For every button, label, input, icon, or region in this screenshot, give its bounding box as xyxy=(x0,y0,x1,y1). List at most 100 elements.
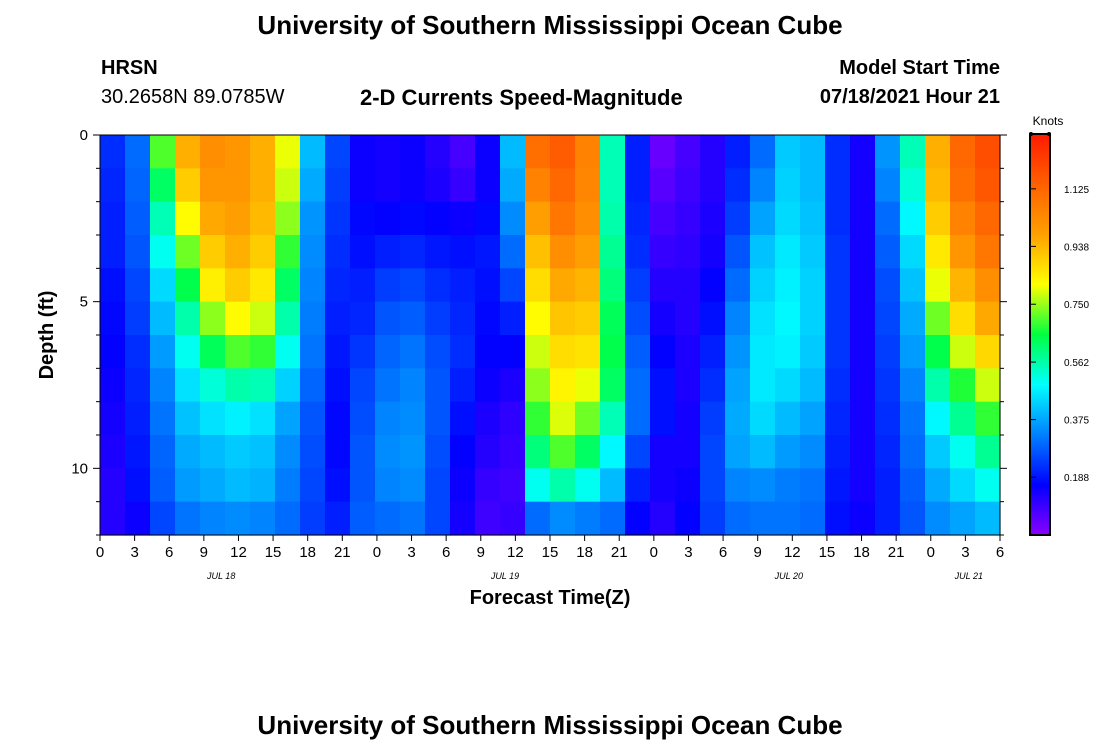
heatmap-cell xyxy=(850,301,876,336)
heatmap-cell xyxy=(275,301,301,336)
heatmap-cell xyxy=(825,301,851,336)
heatmap-cell xyxy=(825,135,851,169)
heatmap-cell xyxy=(100,501,126,536)
x-tick-label: 0 xyxy=(373,544,381,561)
heatmap-cell xyxy=(725,335,751,369)
heatmap-cell xyxy=(475,368,501,403)
heatmap-cell xyxy=(950,368,976,403)
heatmap-cell xyxy=(250,135,276,169)
heatmap-cell xyxy=(825,501,851,536)
heatmap-cell xyxy=(675,368,701,403)
date-label: JUL 21 xyxy=(954,571,983,581)
heatmap-cell xyxy=(850,201,876,236)
y-axis-label: Depth (ft) xyxy=(36,291,58,380)
y-tick-label: 5 xyxy=(80,294,88,311)
heatmap-cell xyxy=(675,168,701,203)
heatmap-cell xyxy=(325,468,351,503)
heatmap-cell xyxy=(725,235,751,269)
heatmap-cell xyxy=(375,201,401,236)
heatmap-cell xyxy=(350,201,376,236)
heatmap-cell xyxy=(450,201,476,236)
station-name: HRSN xyxy=(101,57,158,79)
heatmap-cell xyxy=(900,501,926,536)
heatmap-cell xyxy=(225,201,251,236)
heatmap-cell xyxy=(250,268,276,303)
heatmap-cell xyxy=(600,235,626,269)
y-tick-label: 0 xyxy=(80,127,88,144)
heatmap-cell xyxy=(100,301,126,336)
heatmap-cell xyxy=(175,301,201,336)
heatmap-cell xyxy=(250,201,276,236)
heatmap-cell xyxy=(150,135,176,169)
heatmap-cell xyxy=(425,301,451,336)
heatmap-cell xyxy=(250,501,276,536)
heatmap-cell xyxy=(850,268,876,303)
heatmap-cell xyxy=(525,301,551,336)
heatmap-cell xyxy=(625,401,651,436)
colorbar-tick-label: 0.938 xyxy=(1064,242,1089,253)
heatmap-cell xyxy=(925,201,951,236)
heatmap-cell xyxy=(125,335,151,369)
heatmap-cell xyxy=(425,368,451,403)
heatmap-cell xyxy=(150,201,176,236)
heatmap-cell xyxy=(900,468,926,503)
heatmap-cell xyxy=(475,168,501,203)
heatmap-cell xyxy=(650,401,676,436)
x-tick-label: 18 xyxy=(853,544,870,561)
heatmap-cell xyxy=(500,168,526,203)
heatmap-cell xyxy=(775,168,801,203)
heatmap-cell xyxy=(275,401,301,436)
heatmap-cell xyxy=(425,135,451,169)
heatmap-cell xyxy=(225,468,251,503)
heatmap-cell xyxy=(175,201,201,236)
heatmap-cell xyxy=(925,135,951,169)
heatmap-cell xyxy=(950,468,976,503)
heatmap-cell xyxy=(600,468,626,503)
heatmap-cell xyxy=(275,468,301,503)
heatmap-cell xyxy=(450,468,476,503)
heatmap-cell xyxy=(300,501,326,536)
heatmap-cell xyxy=(350,368,376,403)
heatmap-cell xyxy=(425,435,451,469)
heatmap-cell xyxy=(500,135,526,169)
heatmap-cell xyxy=(675,268,701,303)
heatmap-cell xyxy=(750,468,776,503)
date-label: JUL 20 xyxy=(774,571,803,581)
heatmap-cell xyxy=(125,235,151,269)
heatmap-cell xyxy=(925,268,951,303)
heatmap-cell xyxy=(800,301,826,336)
heatmap-cell xyxy=(650,268,676,303)
heatmap-cell xyxy=(400,335,426,369)
heatmap-cell xyxy=(500,301,526,336)
heatmap-cell xyxy=(650,501,676,536)
x-tick-label: 0 xyxy=(927,544,935,561)
heatmap-cell xyxy=(575,468,601,503)
heatmap-cell xyxy=(125,468,151,503)
heatmap-cell xyxy=(775,301,801,336)
heatmap-cell xyxy=(325,268,351,303)
heatmap-cell xyxy=(600,135,626,169)
heatmap-cell xyxy=(475,468,501,503)
heatmap-cell xyxy=(925,335,951,369)
x-tick-label: 6 xyxy=(442,544,450,561)
heatmap-cell xyxy=(175,435,201,469)
heatmap-cell xyxy=(575,168,601,203)
heatmap-cell xyxy=(300,235,326,269)
heatmap-cell xyxy=(875,368,901,403)
heatmap-cell xyxy=(825,468,851,503)
colorbar-tick-label: 0.188 xyxy=(1064,473,1089,484)
heatmap-cell xyxy=(500,401,526,436)
heatmap-cell xyxy=(650,435,676,469)
heatmap-cell xyxy=(225,301,251,336)
heatmap-cell xyxy=(625,435,651,469)
x-tick-label: 12 xyxy=(230,544,247,561)
heatmap-cell xyxy=(625,235,651,269)
heatmap-cells xyxy=(100,135,1001,536)
heatmap-cell xyxy=(725,201,751,236)
heatmap-cell xyxy=(775,501,801,536)
heatmap-cell xyxy=(450,401,476,436)
x-tick-label: 3 xyxy=(130,544,138,561)
heatmap-cell xyxy=(750,368,776,403)
heatmap-cell xyxy=(100,135,126,169)
heatmap-cell xyxy=(550,235,576,269)
